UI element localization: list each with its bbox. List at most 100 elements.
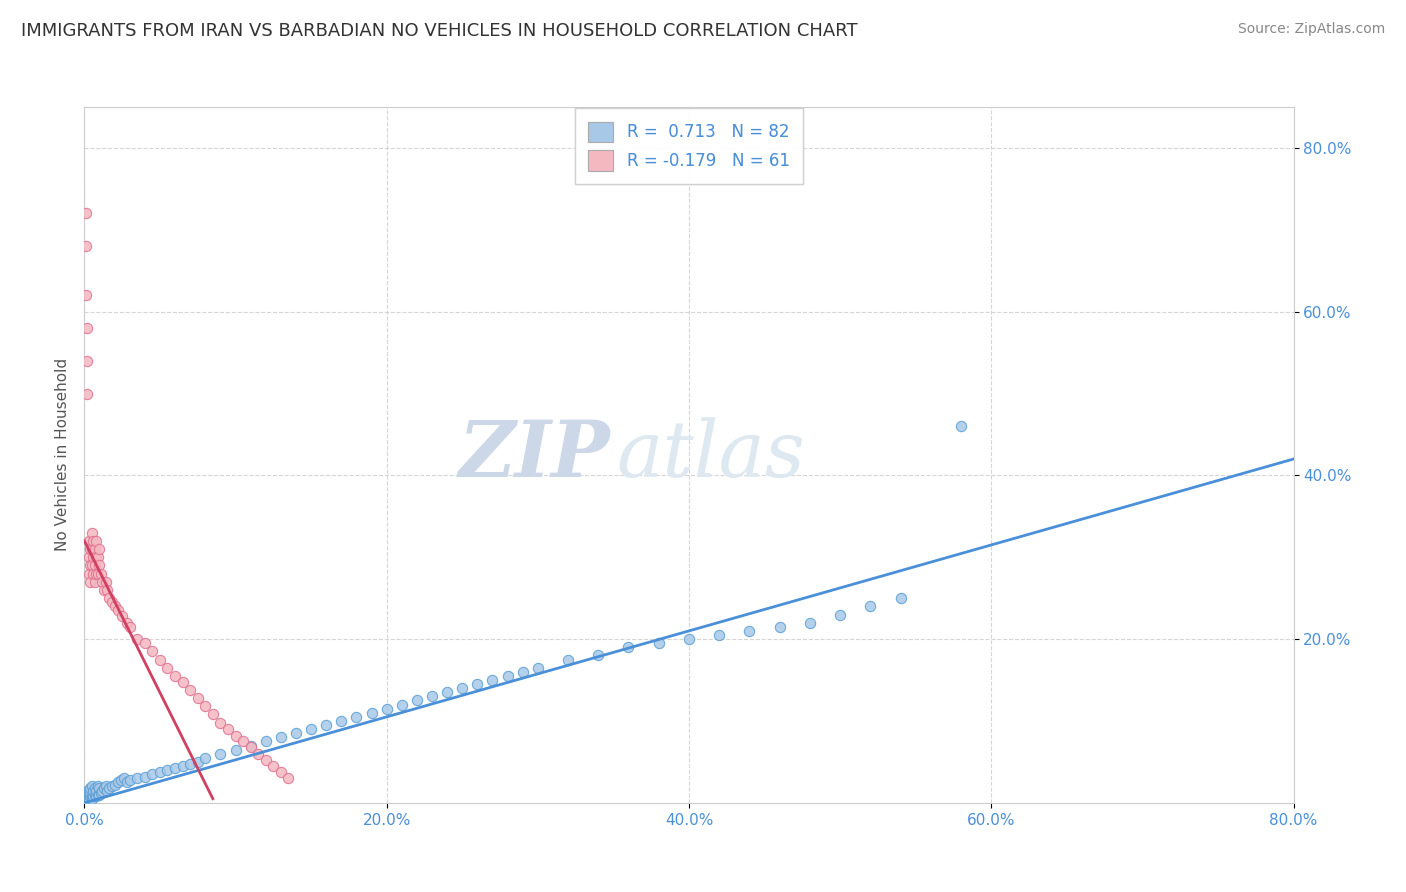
Point: [79, 780, 101, 795]
Point: [346, 710, 368, 724]
Point: [830, 607, 852, 622]
Point: [527, 661, 550, 675]
Point: [104, 778, 127, 792]
Point: [391, 698, 413, 712]
Point: [172, 759, 194, 773]
Point: [436, 685, 458, 699]
Point: [107, 775, 129, 789]
Point: [82, 533, 104, 548]
Point: [87, 780, 110, 794]
Text: Source: ZipAtlas.com: Source: ZipAtlas.com: [1237, 22, 1385, 37]
Point: [86, 783, 108, 797]
Point: [87, 550, 110, 565]
Point: [86, 566, 108, 581]
Point: [156, 661, 179, 675]
Point: [557, 652, 579, 666]
Point: [93, 780, 115, 795]
Point: [77, 791, 100, 805]
Point: [90, 786, 112, 800]
Point: [90, 566, 112, 581]
Point: [950, 419, 973, 434]
Point: [86, 550, 108, 565]
Point: [127, 632, 149, 646]
Point: [76, 386, 98, 401]
Point: [277, 771, 299, 785]
Point: [110, 772, 132, 787]
Text: ZIP: ZIP: [458, 417, 610, 493]
Point: [225, 729, 247, 743]
Point: [285, 726, 308, 740]
Point: [149, 764, 172, 779]
Point: [262, 759, 284, 773]
Point: [80, 558, 103, 573]
Point: [89, 558, 111, 573]
Text: atlas: atlas: [616, 417, 806, 493]
Point: [201, 707, 224, 722]
Point: [225, 742, 247, 756]
Point: [76, 789, 98, 804]
Point: [84, 574, 107, 589]
Point: [104, 599, 127, 614]
Point: [115, 775, 138, 789]
Point: [96, 783, 118, 797]
Point: [360, 706, 382, 720]
Point: [709, 628, 731, 642]
Point: [156, 763, 179, 777]
Point: [80, 788, 103, 802]
Point: [94, 574, 117, 589]
Point: [82, 550, 104, 565]
Point: [194, 751, 217, 765]
Point: [77, 566, 100, 581]
Point: [80, 525, 103, 540]
Point: [617, 640, 640, 655]
Point: [89, 542, 111, 557]
Point: [86, 533, 108, 548]
Point: [100, 780, 122, 794]
Point: [79, 786, 101, 800]
Point: [80, 780, 103, 794]
Point: [270, 731, 292, 745]
Point: [84, 788, 107, 802]
Point: [134, 770, 156, 784]
Point: [134, 636, 156, 650]
Point: [678, 632, 700, 646]
Point: [79, 542, 101, 557]
Point: [84, 558, 107, 573]
Point: [179, 682, 201, 697]
Point: [799, 615, 821, 630]
Point: [84, 542, 107, 557]
Point: [451, 681, 474, 696]
Point: [77, 550, 100, 565]
Point: [254, 753, 277, 767]
Point: [76, 786, 98, 800]
Point: [87, 788, 110, 802]
Point: [890, 591, 912, 606]
Point: [859, 599, 882, 614]
Point: [512, 665, 534, 679]
Point: [89, 780, 111, 795]
Point: [77, 788, 100, 802]
Y-axis label: No Vehicles in Household: No Vehicles in Household: [55, 359, 70, 551]
Point: [165, 669, 187, 683]
Point: [118, 772, 141, 787]
Point: [179, 756, 201, 771]
Point: [375, 701, 398, 715]
Point: [80, 791, 103, 805]
Point: [75, 788, 97, 802]
Text: IMMIGRANTS FROM IRAN VS BARBADIAN NO VEHICLES IN HOUSEHOLD CORRELATION CHART: IMMIGRANTS FROM IRAN VS BARBADIAN NO VEH…: [21, 22, 858, 40]
Point: [648, 636, 671, 650]
Point: [406, 693, 429, 707]
Point: [75, 239, 97, 253]
Point: [111, 609, 134, 624]
Point: [254, 734, 277, 748]
Point: [165, 761, 187, 775]
Point: [315, 718, 337, 732]
Point: [84, 780, 107, 795]
Point: [330, 714, 353, 728]
Point: [141, 644, 163, 658]
Point: [172, 674, 194, 689]
Point: [118, 620, 141, 634]
Point: [86, 789, 108, 804]
Point: [79, 574, 101, 589]
Point: [97, 591, 120, 606]
